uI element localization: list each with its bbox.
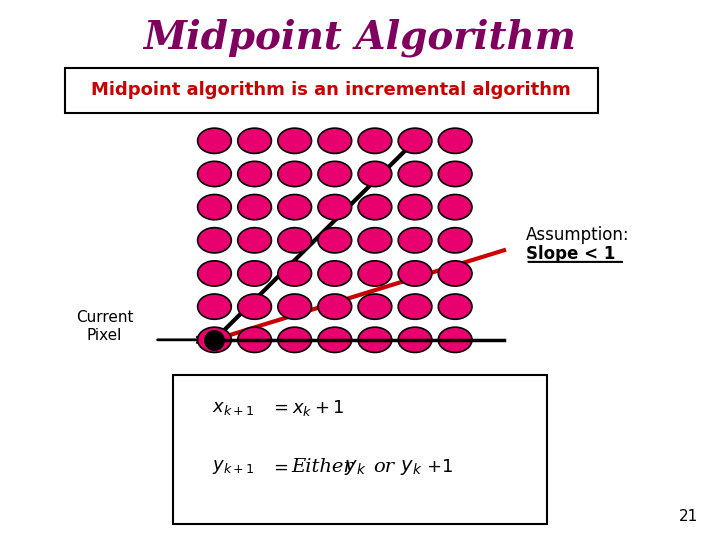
Text: or: or bbox=[373, 458, 394, 476]
Text: $x_{k+1}$: $x_{k+1}$ bbox=[212, 399, 255, 417]
Text: $y_k$: $y_k$ bbox=[400, 457, 423, 477]
Circle shape bbox=[398, 194, 432, 220]
Circle shape bbox=[238, 294, 271, 319]
Circle shape bbox=[358, 161, 392, 187]
Circle shape bbox=[318, 327, 351, 353]
Circle shape bbox=[278, 128, 312, 153]
Circle shape bbox=[318, 161, 351, 187]
Text: Midpoint Algorithm: Midpoint Algorithm bbox=[143, 18, 577, 57]
Circle shape bbox=[358, 128, 392, 153]
Circle shape bbox=[318, 228, 351, 253]
Circle shape bbox=[438, 327, 472, 353]
FancyBboxPatch shape bbox=[65, 68, 598, 113]
Circle shape bbox=[318, 294, 351, 319]
Circle shape bbox=[318, 128, 351, 153]
Circle shape bbox=[278, 194, 312, 220]
Text: 21: 21 bbox=[679, 509, 698, 524]
Text: $=$: $=$ bbox=[270, 458, 289, 476]
Circle shape bbox=[197, 327, 231, 353]
Text: $+1$: $+1$ bbox=[426, 458, 453, 476]
Circle shape bbox=[398, 228, 432, 253]
Circle shape bbox=[398, 128, 432, 153]
Circle shape bbox=[358, 194, 392, 220]
Text: $y_k$: $y_k$ bbox=[344, 457, 366, 477]
Circle shape bbox=[438, 261, 472, 286]
Circle shape bbox=[278, 261, 312, 286]
Circle shape bbox=[398, 294, 432, 319]
Circle shape bbox=[278, 294, 312, 319]
Text: Assumption:: Assumption: bbox=[526, 226, 629, 244]
Circle shape bbox=[197, 161, 231, 187]
Circle shape bbox=[278, 228, 312, 253]
Text: Midpoint algorithm is an incremental algorithm: Midpoint algorithm is an incremental alg… bbox=[91, 81, 571, 99]
Circle shape bbox=[358, 327, 392, 353]
Circle shape bbox=[238, 161, 271, 187]
Circle shape bbox=[358, 294, 392, 319]
Text: $y_{k+1}$: $y_{k+1}$ bbox=[212, 458, 255, 476]
Circle shape bbox=[398, 261, 432, 286]
Circle shape bbox=[398, 327, 432, 353]
Text: $= x_k+1$: $= x_k+1$ bbox=[270, 397, 344, 418]
Circle shape bbox=[318, 194, 351, 220]
Circle shape bbox=[278, 161, 312, 187]
Circle shape bbox=[197, 228, 231, 253]
Circle shape bbox=[438, 161, 472, 187]
Circle shape bbox=[358, 261, 392, 286]
Circle shape bbox=[438, 194, 472, 220]
FancyBboxPatch shape bbox=[173, 375, 547, 524]
Circle shape bbox=[197, 261, 231, 286]
Circle shape bbox=[197, 194, 231, 220]
Circle shape bbox=[197, 294, 231, 319]
Circle shape bbox=[238, 327, 271, 353]
Text: Current
Pixel: Current Pixel bbox=[76, 310, 133, 343]
Circle shape bbox=[438, 228, 472, 253]
Circle shape bbox=[238, 128, 271, 153]
Circle shape bbox=[318, 261, 351, 286]
Circle shape bbox=[438, 294, 472, 319]
Circle shape bbox=[197, 128, 231, 153]
Circle shape bbox=[238, 228, 271, 253]
Circle shape bbox=[238, 261, 271, 286]
Circle shape bbox=[358, 228, 392, 253]
Circle shape bbox=[238, 194, 271, 220]
Circle shape bbox=[278, 327, 312, 353]
Circle shape bbox=[438, 128, 472, 153]
Circle shape bbox=[398, 161, 432, 187]
Text: Slope < 1: Slope < 1 bbox=[526, 245, 615, 263]
Text: Either: Either bbox=[292, 458, 354, 476]
